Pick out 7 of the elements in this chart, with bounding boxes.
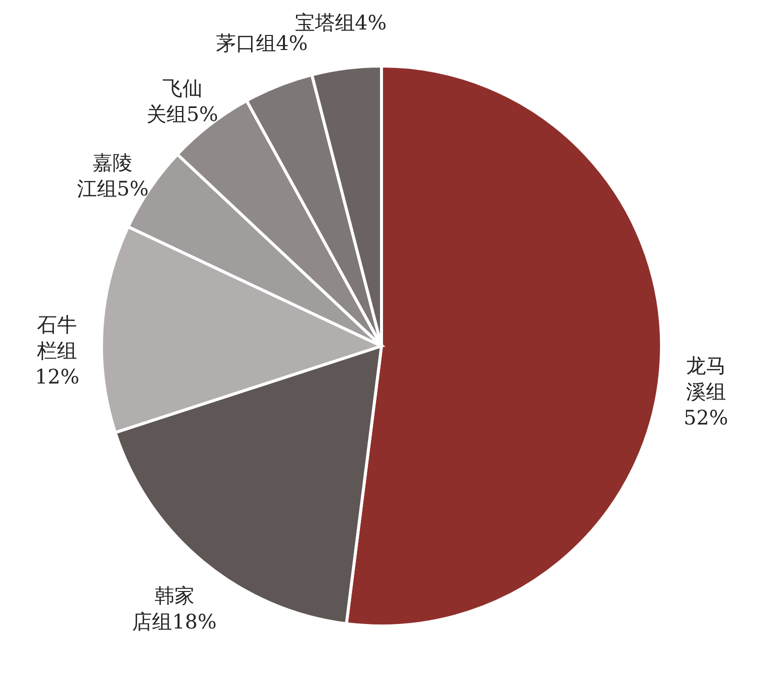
- data-label: 52%: [684, 405, 728, 430]
- data-label: 12%: [34, 364, 80, 389]
- slice-label: 石牛栏组: [36, 312, 78, 363]
- slice-label: 龙马溪组: [686, 353, 726, 404]
- slice-label: 韩家店组18%: [132, 583, 217, 634]
- slice-label: 嘉陵江组5%: [76, 150, 149, 200]
- slice-label: 飞仙关组5%: [146, 76, 218, 126]
